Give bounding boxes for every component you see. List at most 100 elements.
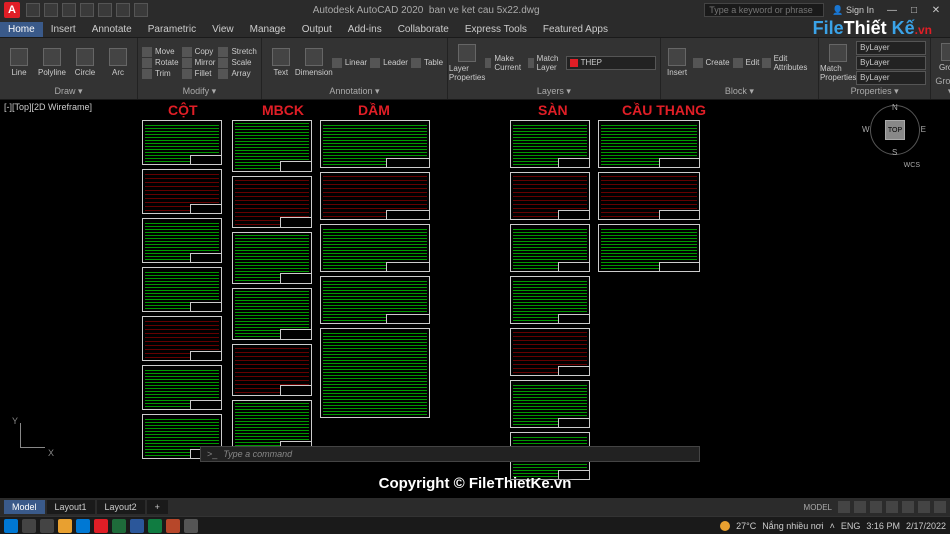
table-button[interactable]: Table (411, 58, 443, 68)
weather-temp[interactable]: 27°C (736, 521, 756, 531)
model-space-toggle[interactable]: MODEL (802, 503, 834, 512)
signin-button[interactable]: 👤 Sign In (832, 5, 874, 16)
drawing-sheet[interactable] (142, 316, 222, 361)
prop-combo[interactable]: ByLayer (856, 71, 926, 85)
arc-button[interactable]: Arc (103, 40, 133, 85)
saveas-icon[interactable] (80, 3, 94, 17)
tray-date[interactable]: 2/17/2022 (906, 521, 946, 531)
save-icon[interactable] (62, 3, 76, 17)
drawing-sheet[interactable] (142, 365, 222, 410)
move-button[interactable]: Move (142, 47, 179, 57)
leader-button[interactable]: Leader (370, 58, 408, 68)
taskbar-search-icon[interactable] (22, 519, 36, 533)
trim-button[interactable]: Trim (142, 69, 179, 79)
viewcube[interactable]: TOP N S E W WCS (870, 105, 920, 155)
drawing-sheet[interactable] (598, 172, 700, 220)
taskbar-word-icon[interactable] (112, 519, 126, 533)
drawing-canvas[interactable]: [-][Top][2D Wireframe] CỘTMBCKDẦMSÀNCẦU … (0, 100, 950, 498)
drawing-sheet[interactable] (232, 176, 312, 228)
circle-button[interactable]: Circle (70, 40, 100, 85)
tab-output[interactable]: Output (294, 22, 340, 37)
edit-button[interactable]: Edit (733, 58, 760, 68)
tab-parametric[interactable]: Parametric (140, 22, 204, 37)
drawing-sheet[interactable] (232, 232, 312, 284)
drawing-sheet[interactable] (232, 288, 312, 340)
drawing-sheet[interactable] (510, 276, 590, 324)
taskbar-start-icon[interactable] (4, 519, 18, 533)
create-button[interactable]: Create (693, 58, 730, 68)
undo-icon[interactable] (116, 3, 130, 17)
close-button[interactable]: ✕ (926, 3, 946, 17)
tab-add-ins[interactable]: Add-ins (340, 22, 390, 37)
search-input[interactable] (704, 3, 824, 17)
fillet-button[interactable]: Fillet (182, 69, 216, 79)
layout-tab-layout1[interactable]: Layout1 (47, 500, 95, 514)
tray-chevron[interactable]: ˄ (830, 521, 835, 531)
drawing-sheet[interactable] (142, 120, 222, 165)
redo-icon[interactable] (134, 3, 148, 17)
drawing-sheet[interactable] (510, 328, 590, 376)
tab-collaborate[interactable]: Collaborate (390, 22, 457, 37)
osnap-icon[interactable] (902, 501, 914, 513)
taskbar-edge-icon[interactable] (76, 519, 90, 533)
edit-attributes-button[interactable]: Edit Attributes (762, 54, 814, 72)
taskbar-app2-icon[interactable] (184, 519, 198, 533)
copy-button[interactable]: Copy (182, 47, 216, 57)
new-icon[interactable] (26, 3, 40, 17)
drawing-sheet[interactable] (320, 224, 430, 272)
tab-annotate[interactable]: Annotate (84, 22, 140, 37)
taskbar-explorer-icon[interactable] (58, 519, 72, 533)
tray-time[interactable]: 3:16 PM (866, 521, 900, 531)
tab-home[interactable]: Home (0, 22, 43, 37)
drawing-sheet[interactable] (142, 267, 222, 312)
drawing-sheet[interactable] (320, 276, 430, 324)
array-button[interactable]: Array (218, 69, 256, 79)
tab-view[interactable]: View (204, 22, 242, 37)
maximize-button[interactable]: □ (904, 3, 924, 17)
drawing-sheet[interactable] (320, 172, 430, 220)
panel-label[interactable]: Block ▾ (665, 85, 815, 97)
prop-combo[interactable]: ByLayer (856, 41, 926, 55)
drawing-sheet[interactable] (598, 224, 700, 272)
taskbar-app1-icon[interactable] (166, 519, 180, 533)
snap-icon[interactable] (854, 501, 866, 513)
drawing-sheet[interactable] (598, 120, 700, 168)
grid-icon[interactable] (838, 501, 850, 513)
drawing-sheet[interactable] (232, 344, 312, 396)
insert-button[interactable]: Insert (665, 40, 690, 85)
annotation-icon[interactable] (934, 501, 946, 513)
drawing-sheet[interactable] (320, 120, 430, 168)
text-button[interactable]: Text (266, 40, 296, 85)
layout-tab-layout2[interactable]: Layout2 (97, 500, 145, 514)
drawing-sheet[interactable] (232, 120, 312, 172)
panel-label[interactable]: Properties ▾ (823, 85, 926, 97)
dimension-button[interactable]: Dimension (299, 40, 329, 85)
group-button[interactable]: Group (935, 40, 950, 75)
app-logo[interactable]: A (4, 2, 20, 18)
layout-tab-model[interactable]: Model (4, 500, 45, 514)
tray-lang[interactable]: ENG (841, 521, 861, 531)
make-current-button[interactable]: Make Current (485, 54, 525, 72)
open-icon[interactable] (44, 3, 58, 17)
drawing-sheet[interactable] (320, 328, 430, 418)
panel-label[interactable]: Modify ▾ (142, 85, 257, 97)
panel-label[interactable]: Annotation ▾ (266, 85, 443, 97)
mirror-button[interactable]: Mirror (182, 58, 216, 68)
taskbar-cortana-icon[interactable] (40, 519, 54, 533)
drawing-sheet[interactable] (142, 169, 222, 214)
tab-express-tools[interactable]: Express Tools (457, 22, 535, 37)
line-button[interactable]: Line (4, 40, 34, 85)
view-label[interactable]: [-][Top][2D Wireframe] (4, 102, 92, 112)
tab-featured-apps[interactable]: Featured Apps (535, 22, 616, 37)
polyline-button[interactable]: Polyline (37, 40, 67, 85)
layer-props-button[interactable]: LayerProperties (452, 40, 482, 85)
drawing-sheet[interactable] (510, 172, 590, 220)
taskbar-excel-icon[interactable] (130, 519, 144, 533)
drawing-sheet[interactable] (232, 400, 312, 452)
panel-label[interactable]: Draw ▾ (4, 85, 133, 97)
stretch-button[interactable]: Stretch (218, 47, 256, 57)
linear-button[interactable]: Linear (332, 58, 367, 68)
drawing-sheet[interactable] (510, 380, 590, 428)
command-line[interactable]: >_ Type a command (200, 446, 700, 462)
panel-label[interactable]: Groups ▾ (935, 75, 950, 97)
